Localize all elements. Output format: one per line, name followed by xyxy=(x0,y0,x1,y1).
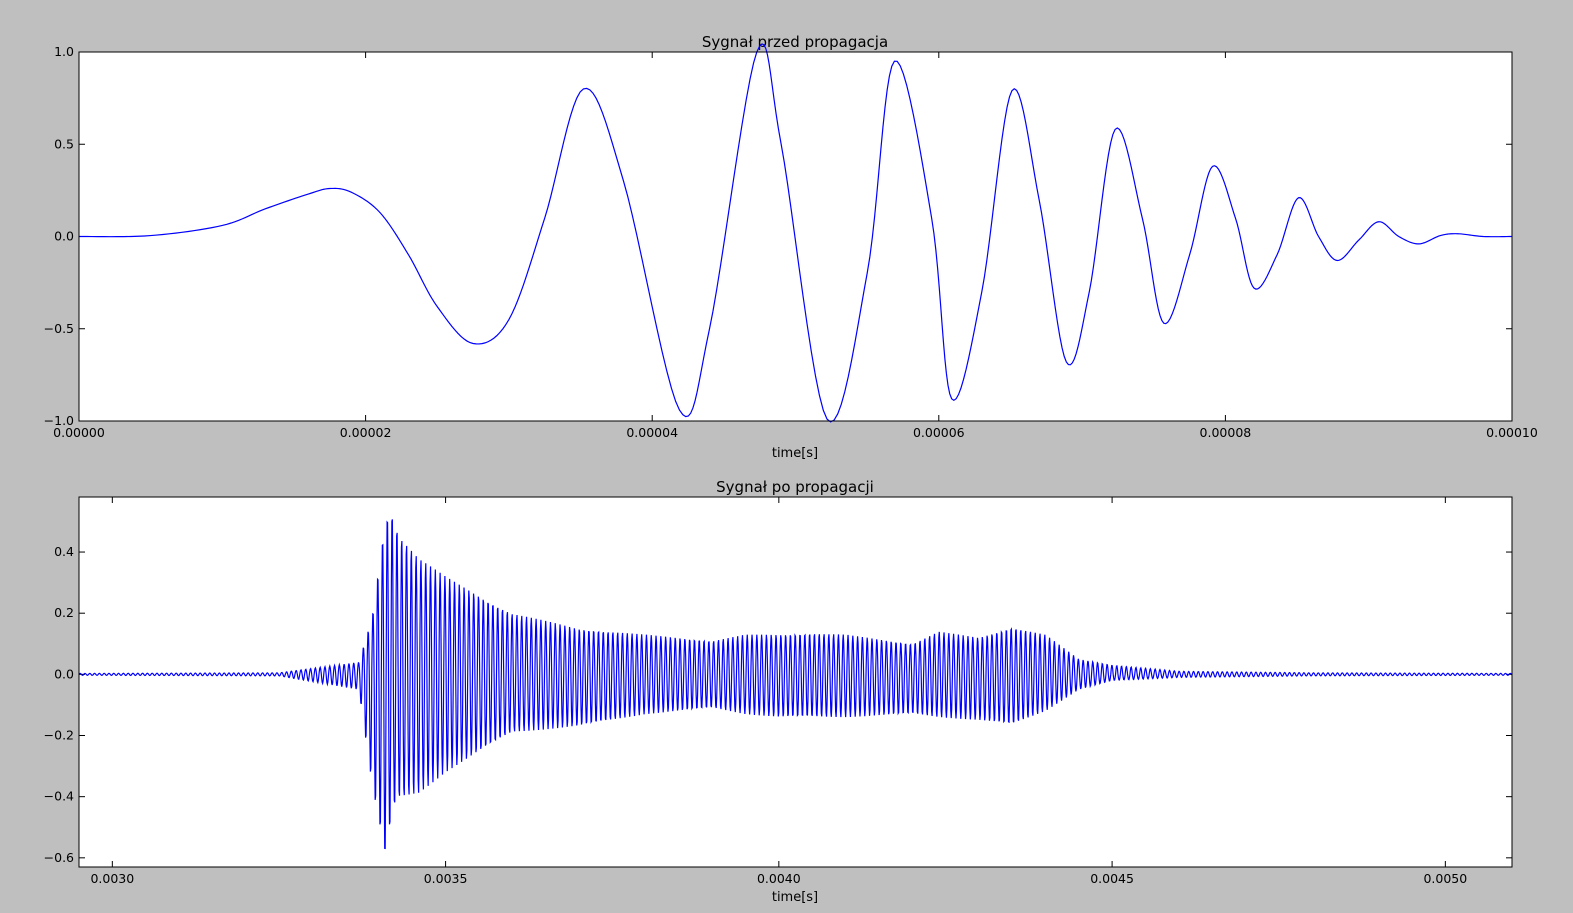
x-tick-label: 0.00004 xyxy=(626,425,678,440)
x-tick-label: 0.0030 xyxy=(90,871,134,886)
x-ticks: 0.0030 0.0035 0.0040 0.0045 0.0050 xyxy=(90,497,1467,886)
y-tick-label: 0.0 xyxy=(54,666,74,681)
x-tick-label: 0.0050 xyxy=(1423,871,1467,886)
y-tick-label: −0.5 xyxy=(44,321,74,336)
y-tick-label: −1.0 xyxy=(44,413,74,428)
chart-title: Sygnał po propagacji xyxy=(716,478,874,496)
x-axis-label: time[s] xyxy=(772,446,818,461)
x-tick-label: 0.0040 xyxy=(757,871,801,886)
series-lines xyxy=(78,43,1513,423)
y-tick-label: 0.0 xyxy=(54,229,74,244)
y-tick-label: 1.0 xyxy=(54,44,74,59)
y-tick-label: −0.6 xyxy=(44,850,74,865)
y-tick-label: −0.2 xyxy=(44,728,74,743)
plot-frame xyxy=(78,51,1513,422)
plot-frame xyxy=(78,496,1513,868)
x-tick-label: 0.00000 xyxy=(53,425,105,440)
y-tick-label: 0.5 xyxy=(54,136,74,151)
chart-panel-after-propagation: Sygnał po propagacji time[s] 0.0030 0.003… xyxy=(44,478,1513,905)
x-ticks: 0.00000 0.00002 0.00004 0.00006 0.00008 0.000… xyxy=(53,52,1538,440)
y-tick-label: −0.4 xyxy=(44,789,74,804)
x-tick-label: 0.00006 xyxy=(913,425,965,440)
y-tick-label: 0.4 xyxy=(54,544,74,559)
x-tick-label: 0.0045 xyxy=(1090,871,1134,886)
signal-line xyxy=(78,43,1513,423)
x-axis-label: time[s] xyxy=(772,890,818,905)
y-tick-label: 0.2 xyxy=(54,605,74,620)
plot-area-background xyxy=(79,497,1512,867)
x-tick-label: 0.00008 xyxy=(1200,425,1252,440)
plot-area-background xyxy=(79,52,1512,421)
y-ticks: −0.6 −0.4 −0.2 0.0 0.2 0.4 xyxy=(44,544,1512,865)
x-tick-label: 0.00002 xyxy=(340,425,392,440)
x-tick-label: 0.00010 xyxy=(1486,425,1538,440)
chart-title: Sygnał przed propagacja xyxy=(702,33,888,51)
signal-line xyxy=(78,519,1513,850)
x-tick-label: 0.0035 xyxy=(424,871,468,886)
chart-panel-before-propagation: Sygnał przed propagacja time[s] 0.00000 0… xyxy=(44,33,1538,461)
series-lines xyxy=(78,519,1513,850)
